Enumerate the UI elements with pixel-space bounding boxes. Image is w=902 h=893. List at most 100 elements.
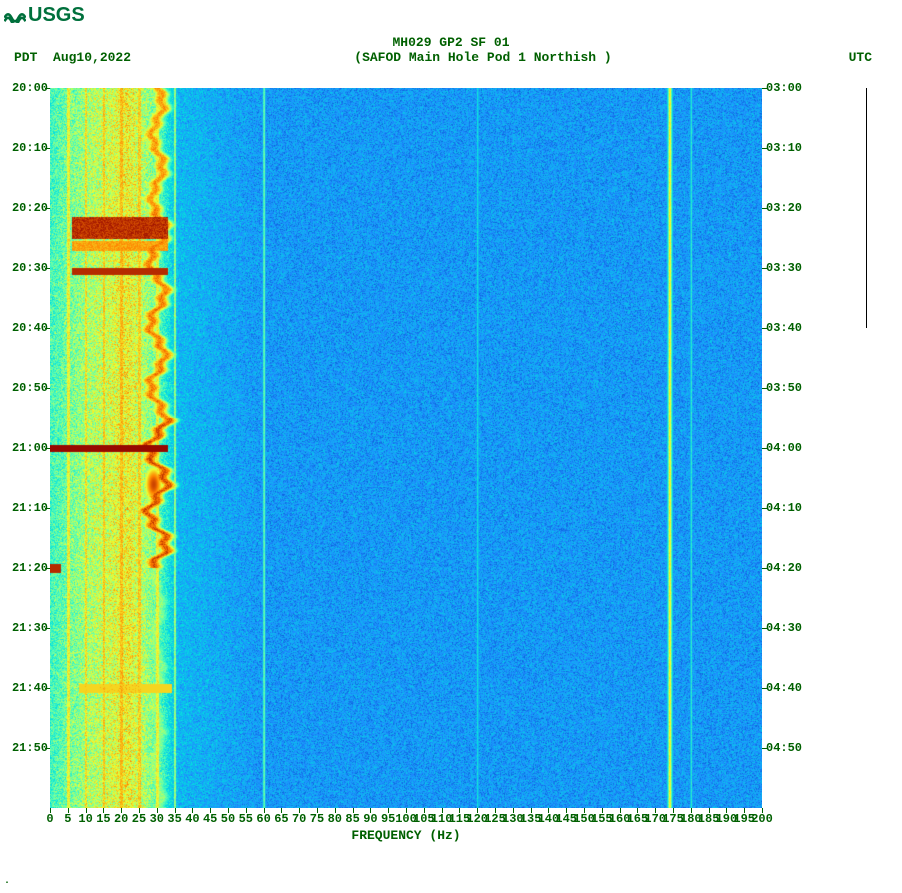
ytickmark-l-6 [45, 448, 50, 449]
xtickmark-95 [388, 808, 389, 813]
xtick-60: 60 [256, 812, 270, 826]
xtickmark-145 [566, 808, 567, 813]
xtickmark-115 [459, 808, 460, 813]
ytickmark-l-3 [45, 268, 50, 269]
date-label: Aug10,2022 [53, 50, 131, 65]
xtickmark-80 [335, 808, 336, 813]
xtickmark-35 [175, 808, 176, 813]
colorbar-line [866, 88, 867, 328]
ytick-right-4: 03:40 [766, 321, 802, 335]
xtickmark-55 [246, 808, 247, 813]
xtickmark-25 [139, 808, 140, 813]
xtickmark-135 [531, 808, 532, 813]
ytick-right-0: 03:00 [766, 81, 802, 95]
ytickmark-l-2 [45, 208, 50, 209]
ytickmark-r-5 [762, 388, 767, 389]
xtickmark-120 [477, 808, 478, 813]
ytick-right-9: 04:30 [766, 621, 802, 635]
xtick-65: 65 [274, 812, 288, 826]
xtickmark-165 [637, 808, 638, 813]
ytickmark-r-2 [762, 208, 767, 209]
ytickmark-r-6 [762, 448, 767, 449]
ytick-left-6: 21:00 [2, 441, 48, 455]
ytickmark-r-3 [762, 268, 767, 269]
ytickmark-l-4 [45, 328, 50, 329]
xtick-70: 70 [292, 812, 306, 826]
ytick-left-5: 20:50 [2, 381, 48, 395]
xtick-40: 40 [185, 812, 199, 826]
xtick-85: 85 [345, 812, 359, 826]
ytickmark-r-1 [762, 148, 767, 149]
ytick-right-7: 04:10 [766, 501, 802, 515]
xtickmark-65 [281, 808, 282, 813]
xtickmark-40 [192, 808, 193, 813]
ytick-left-0: 20:00 [2, 81, 48, 95]
xtickmark-185 [709, 808, 710, 813]
x-axis-label: FREQUENCY (Hz) [50, 828, 762, 843]
xtick-35: 35 [167, 812, 181, 826]
ytick-left-2: 20:20 [2, 201, 48, 215]
xtickmark-60 [264, 808, 265, 813]
xtick-5: 5 [64, 812, 71, 826]
chart-subtitle: (SAFOD Main Hole Pod 1 Northish ) [214, 51, 752, 66]
ytickmark-r-11 [762, 748, 767, 749]
xtickmark-105 [424, 808, 425, 813]
xtickmark-90 [370, 808, 371, 813]
ytick-right-3: 03:30 [766, 261, 802, 275]
xtick-90: 90 [363, 812, 377, 826]
xtick-200: 200 [751, 812, 773, 826]
xtick-30: 30 [150, 812, 164, 826]
tz-right-label: UTC [752, 51, 872, 66]
ytick-right-2: 03:20 [766, 201, 802, 215]
xtickmark-20 [121, 808, 122, 813]
xtickmark-110 [442, 808, 443, 813]
ytickmark-l-8 [45, 568, 50, 569]
ytick-right-10: 04:40 [766, 681, 802, 695]
spectrogram-canvas [50, 88, 762, 808]
xtick-15: 15 [96, 812, 110, 826]
xtickmark-85 [353, 808, 354, 813]
ytick-right-6: 04:00 [766, 441, 802, 455]
xtickmark-100 [406, 808, 407, 813]
xtickmark-190 [726, 808, 727, 813]
xtickmark-75 [317, 808, 318, 813]
logo-text: USGS [28, 4, 85, 27]
xtick-0: 0 [46, 812, 53, 826]
ytick-left-9: 21:30 [2, 621, 48, 635]
xtickmark-200 [762, 808, 763, 813]
ytick-left-1: 20:10 [2, 141, 48, 155]
ytickmark-r-7 [762, 508, 767, 509]
ytickmark-r-8 [762, 568, 767, 569]
xtickmark-170 [655, 808, 656, 813]
xtickmark-180 [691, 808, 692, 813]
xtickmark-130 [513, 808, 514, 813]
ytick-left-7: 21:10 [2, 501, 48, 515]
ytickmark-r-9 [762, 628, 767, 629]
xtickmark-30 [157, 808, 158, 813]
ytickmark-l-10 [45, 688, 50, 689]
chart-header: MH029 GP2 SF 01 PDT Aug10,2022 (SAFOD Ma… [0, 36, 902, 66]
ytick-right-5: 03:50 [766, 381, 802, 395]
ytick-left-4: 20:40 [2, 321, 48, 335]
ytickmark-r-0 [762, 88, 767, 89]
xtickmark-70 [299, 808, 300, 813]
ytickmark-r-4 [762, 328, 767, 329]
xtick-20: 20 [114, 812, 128, 826]
usgs-logo: USGS [4, 4, 85, 27]
chart-title: MH029 GP2 SF 01 [0, 36, 902, 51]
ytickmark-l-7 [45, 508, 50, 509]
xtickmark-5 [68, 808, 69, 813]
xtick-50: 50 [221, 812, 235, 826]
xtick-75: 75 [310, 812, 324, 826]
spectrogram-plot [50, 88, 762, 808]
ytickmark-l-11 [45, 748, 50, 749]
xtickmark-15 [103, 808, 104, 813]
xtickmark-45 [210, 808, 211, 813]
wave-icon [4, 9, 26, 23]
footer-mark: · [4, 878, 10, 889]
ytickmark-r-10 [762, 688, 767, 689]
tz-left-label: PDT [14, 50, 37, 65]
xtickmark-150 [584, 808, 585, 813]
ytick-left-3: 20:30 [2, 261, 48, 275]
xtickmark-50 [228, 808, 229, 813]
